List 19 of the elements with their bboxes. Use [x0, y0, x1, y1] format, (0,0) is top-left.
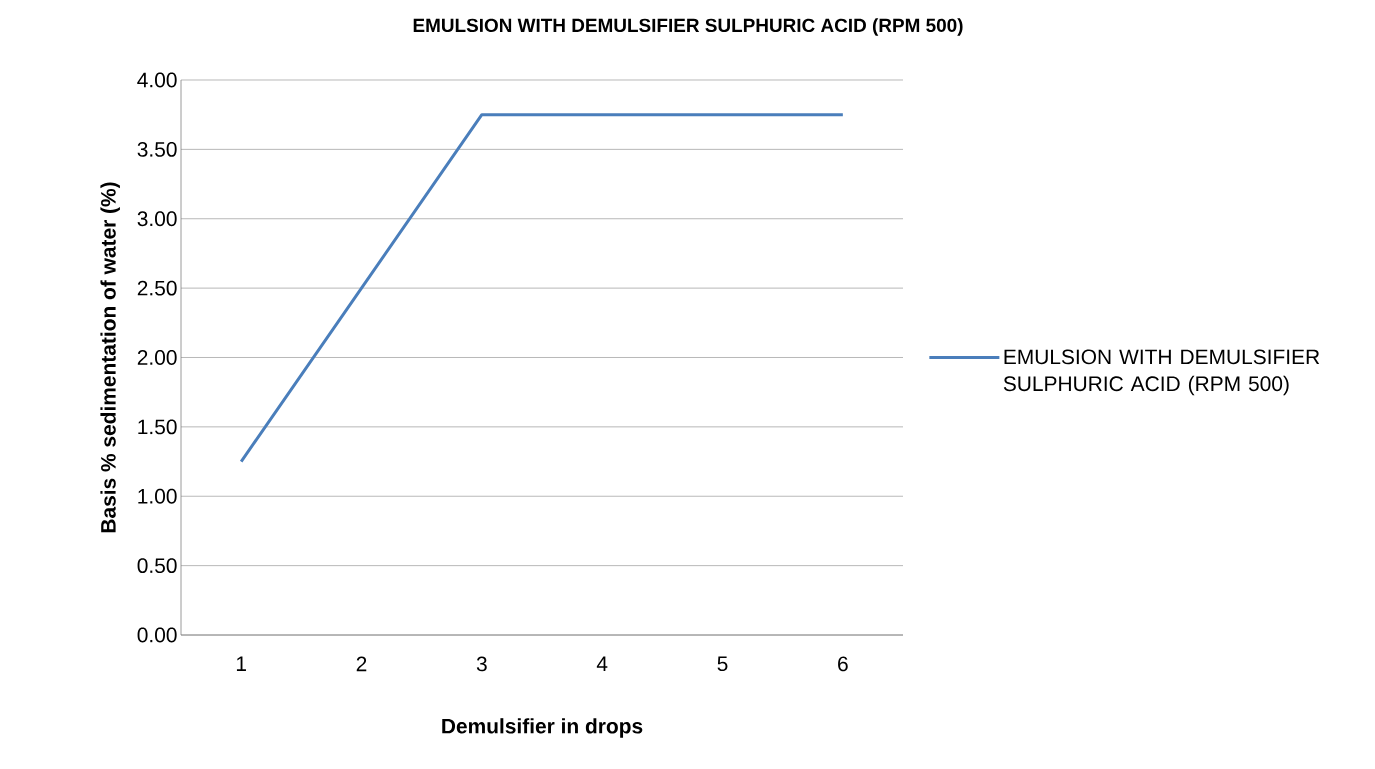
y-tick-label: 0.00	[137, 627, 177, 643]
legend-label: EMULSION WITH DEMULSIFIER SULPHURIC ACID (RPM 500)	[1003, 349, 1320, 396]
y-tick-label: 2.00	[137, 350, 177, 365]
x-axis-title: Demulsifier in drops	[442, 718, 643, 738]
x-tick-label: 4	[596, 656, 608, 671]
y-tick-label: 1.00	[138, 488, 177, 504]
x-tick-label: 5	[717, 656, 728, 672]
y-tick-label: 3.00	[137, 211, 177, 227]
y-tick-label: 3.50	[137, 141, 177, 157]
y-tick-label: 0.50	[137, 558, 177, 574]
x-tick-label: 1	[236, 656, 246, 671]
y-axis-title: Basis % sedimentation of water (%)	[100, 182, 120, 533]
x-tick-label: 3	[476, 656, 487, 672]
x-tick-label: 2	[356, 656, 367, 672]
x-tick-label: 6	[838, 656, 848, 672]
y-tick-label: 2.50	[137, 280, 177, 296]
chart-title: EMULSION WITH DEMULSIFIER SULPHURIC ACID (RPM 500)	[413, 18, 963, 36]
y-tick-label: 4.00	[137, 72, 177, 88]
y-tick-label: 1.50	[138, 419, 177, 435]
